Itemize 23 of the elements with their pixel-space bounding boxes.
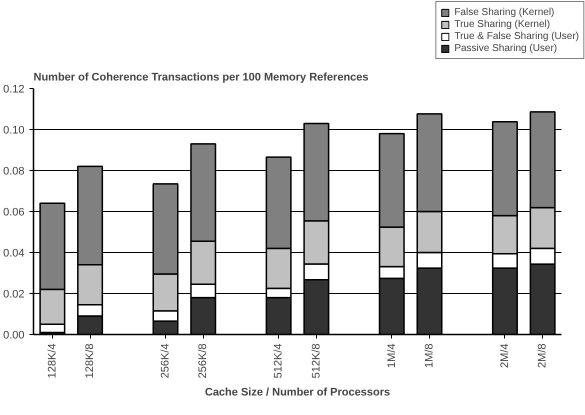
x-tick-label: 256K/4 bbox=[160, 343, 172, 378]
y-tick-label: 0.04 bbox=[3, 248, 25, 260]
x-tick-label: 1M/8 bbox=[424, 343, 436, 368]
legend-label: Passive Sharing (User) bbox=[454, 42, 558, 54]
y-tick-label: 0.08 bbox=[3, 166, 25, 178]
x-tick-label: 256K/8 bbox=[197, 343, 210, 378]
y-tick-label: 0.00 bbox=[3, 330, 25, 342]
legend-label: True & False Sharing (User) bbox=[454, 30, 579, 42]
x-tick-label: 512K/4 bbox=[272, 343, 285, 378]
y-tick-label: 0.10 bbox=[3, 124, 25, 136]
x-tick-label: 512K/8 bbox=[310, 343, 322, 378]
x-tick-label: 2M/8 bbox=[536, 343, 549, 368]
x-tick-label: 1M/4 bbox=[386, 343, 398, 368]
y-tick-label: 0.06 bbox=[3, 206, 25, 218]
chart-title: Number of Coherence Transactions per 100 Memory References bbox=[34, 72, 369, 84]
y-tick-label: 0.12 bbox=[3, 84, 25, 96]
x-tick-label: 2M/4 bbox=[498, 343, 511, 368]
x-tick-label: 128K/8 bbox=[84, 343, 96, 378]
legend-label: True Sharing (Kernel) bbox=[454, 18, 550, 30]
x-tick-label: 128K/4 bbox=[46, 343, 58, 378]
x-axis-title: Cache Size / Number of Processors bbox=[204, 386, 390, 398]
legend-label: False Sharing (Kernel) bbox=[454, 6, 554, 18]
y-tick-label: 0.02 bbox=[3, 288, 25, 300]
